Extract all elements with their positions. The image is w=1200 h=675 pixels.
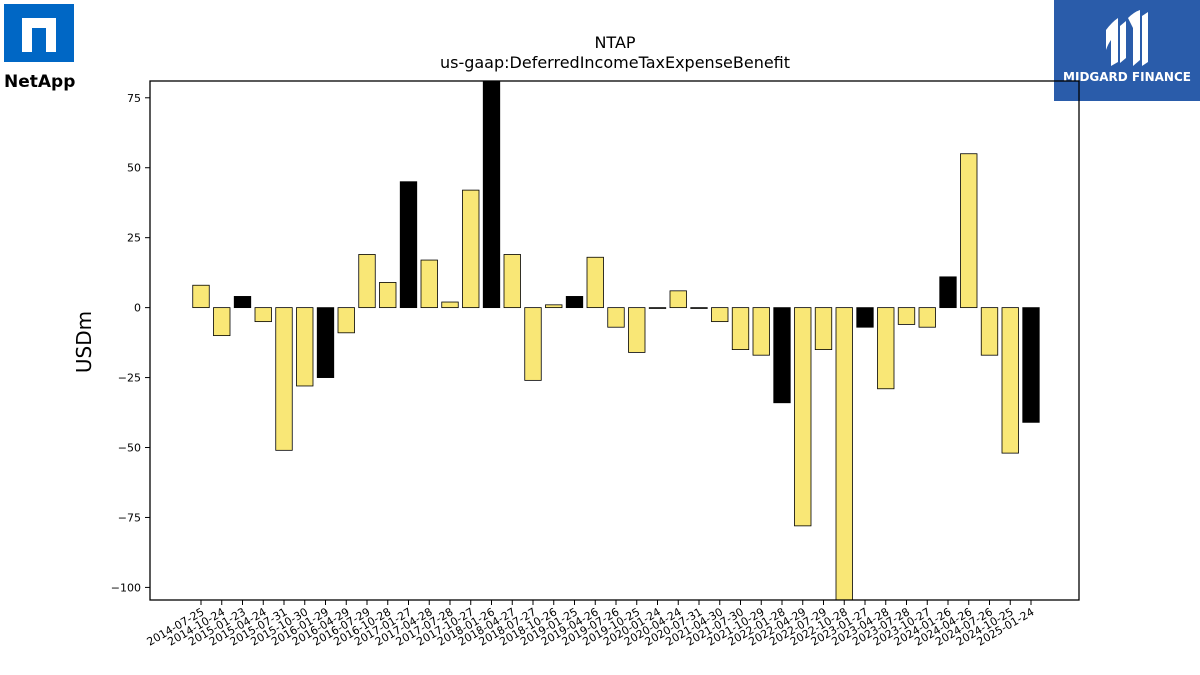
midgard-finance-logo-text: MIDGARD FINANCE bbox=[1063, 70, 1191, 84]
bar-2019-10-25 bbox=[628, 307, 646, 353]
bar-2017-07-28 bbox=[441, 301, 459, 309]
bar-2023-07-28 bbox=[897, 307, 916, 325]
bar-2015-04-24 bbox=[254, 307, 272, 323]
chart-title: NTAP bbox=[594, 33, 635, 52]
bar-2017-01-27 bbox=[399, 181, 418, 309]
bar-2017-10-27 bbox=[462, 189, 480, 309]
bar-2019-04-26 bbox=[586, 256, 604, 309]
bar-2024-01-26 bbox=[939, 276, 957, 309]
y-axis-label: USDm bbox=[72, 311, 96, 373]
bar-2018-10-26 bbox=[545, 304, 563, 309]
y-tick-label: −50 bbox=[118, 442, 141, 455]
bar-2024-04-26 bbox=[960, 153, 978, 309]
bar-2020-01-24 bbox=[648, 307, 667, 309]
y-tick-label: 0 bbox=[134, 302, 141, 315]
y-tick-label: 75 bbox=[127, 92, 141, 105]
netapp-logo-text: NetApp bbox=[4, 72, 75, 92]
chart-subtitle: us-gaap:DeferredIncomeTaxExpenseBenefit bbox=[440, 53, 790, 72]
bar-2018-01-26 bbox=[482, 80, 501, 309]
netapp-logo: NetApp bbox=[4, 4, 84, 94]
bar-2022-01-28 bbox=[773, 307, 791, 404]
bar-2016-01-29 bbox=[316, 307, 335, 378]
bar-2022-10-28 bbox=[835, 307, 853, 601]
bar-2015-10-30 bbox=[296, 307, 314, 387]
bars-group bbox=[192, 80, 1040, 601]
y-tick-label: 50 bbox=[127, 162, 141, 175]
bar-2022-04-29 bbox=[794, 307, 812, 527]
bar-2019-01-25 bbox=[565, 296, 584, 309]
bar-2019-07-26 bbox=[607, 307, 625, 328]
y-axis-ticks: 75 50 25 0 −25 −50 −75 −100 bbox=[111, 92, 150, 594]
bar-2022-07-29 bbox=[814, 307, 833, 351]
bar-2016-07-29 bbox=[358, 254, 376, 309]
bar-2014-07-25 bbox=[192, 284, 210, 309]
x-axis-ticks: 2014-07-252014-10-242015-01-232015-04-24… bbox=[145, 600, 1037, 649]
bar-2015-01-23 bbox=[233, 296, 252, 309]
bar-2023-01-27 bbox=[856, 307, 874, 328]
y-tick-label: −100 bbox=[111, 581, 141, 594]
bar-2017-04-28 bbox=[420, 259, 438, 309]
bar-2014-10-24 bbox=[213, 307, 231, 337]
bar-2023-04-28 bbox=[877, 307, 895, 390]
y-tick-label: −25 bbox=[118, 372, 141, 385]
bar-2025-01-24 bbox=[1022, 307, 1040, 423]
bar-2021-04-30 bbox=[711, 307, 729, 323]
bar-2016-04-29 bbox=[337, 307, 355, 334]
midgard-finance-logo: MIDGARD FINANCE bbox=[1054, 0, 1200, 101]
bar-2016-10-28 bbox=[379, 282, 397, 309]
bar-2021-07-30 bbox=[731, 307, 750, 351]
y-tick-label: 25 bbox=[127, 232, 141, 245]
bar-2018-04-27 bbox=[503, 254, 521, 309]
bar-2024-10-25 bbox=[1001, 307, 1019, 454]
bar-2023-10-27 bbox=[918, 307, 936, 328]
bar-2018-07-27 bbox=[524, 307, 542, 381]
y-tick-label: −75 bbox=[118, 511, 141, 524]
plot-frame bbox=[149, 80, 1080, 601]
bar-2020-07-31 bbox=[690, 307, 708, 309]
bar-2021-10-29 bbox=[752, 307, 770, 356]
bar-2020-04-24 bbox=[669, 290, 687, 309]
bar-2015-07-31 bbox=[275, 307, 293, 451]
bar-2024-07-26 bbox=[980, 307, 999, 356]
